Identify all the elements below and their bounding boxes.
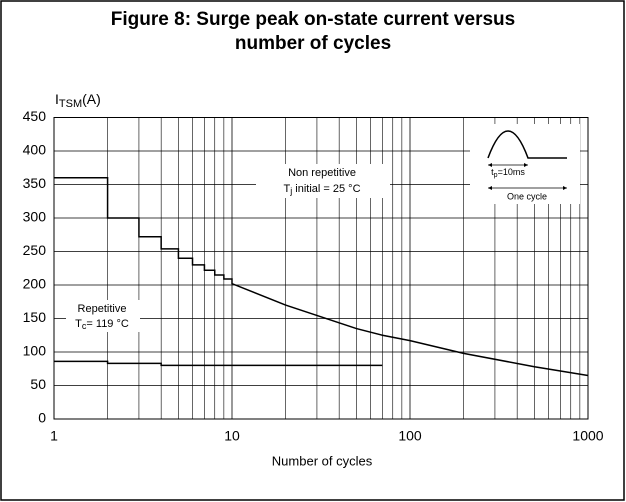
y-tick-label: 0 xyxy=(38,410,46,426)
annotation-bg xyxy=(256,164,390,198)
annotation-part: t xyxy=(491,167,494,177)
x-tick-label: 1000 xyxy=(572,428,603,444)
annotation: Non repetitive xyxy=(288,167,356,179)
annotation-part: c xyxy=(82,321,87,331)
y-tick-label: 150 xyxy=(23,309,47,325)
annotation-part: T xyxy=(75,318,82,330)
y-tick-label: 400 xyxy=(23,142,47,158)
annotation-part: =10ms xyxy=(498,167,526,177)
y-tick-label: 450 xyxy=(23,108,47,124)
annotation-bg xyxy=(66,300,140,332)
y-tick-label: 100 xyxy=(23,343,47,359)
annotation: Repetitive xyxy=(78,303,127,315)
arrow-head xyxy=(488,163,528,167)
annotation: Tj initial = 25 °C xyxy=(283,183,360,196)
y-tick-label: 200 xyxy=(23,276,47,292)
x-tick-label: 100 xyxy=(398,428,422,444)
annotation-part: = 119 °C xyxy=(86,318,128,330)
annotation: tp=10ms xyxy=(491,167,525,178)
y-axis-label: ITSM(A) xyxy=(55,91,101,110)
annotation-part: initial = 25 °C xyxy=(292,183,360,195)
annotation-part: T xyxy=(283,183,290,195)
y-label-main: I xyxy=(55,91,59,107)
annotation: Tc= 119 °C xyxy=(75,318,129,331)
annotation: One cycle xyxy=(507,191,547,201)
chart-title: Figure 8: Surge peak on-state current ve… xyxy=(111,9,515,30)
annotation-part: j xyxy=(289,186,292,196)
pulse-shape xyxy=(487,130,567,159)
y-tick-label: 50 xyxy=(30,376,46,392)
y-label-unit: (A) xyxy=(82,91,101,107)
x-tick-label: 10 xyxy=(224,428,240,444)
series-line xyxy=(54,360,383,367)
y-tick-label: 250 xyxy=(23,242,47,258)
y-label-sub: TSM xyxy=(59,98,82,110)
x-tick-label: 1 xyxy=(50,428,58,444)
annotation-part: p xyxy=(494,172,498,179)
chart-title: number of cycles xyxy=(235,33,391,54)
y-tick-label: 300 xyxy=(23,209,47,225)
y-tick-label: 350 xyxy=(23,175,47,191)
x-axis-label: Number of cycles xyxy=(272,453,373,468)
series-line xyxy=(54,177,589,377)
